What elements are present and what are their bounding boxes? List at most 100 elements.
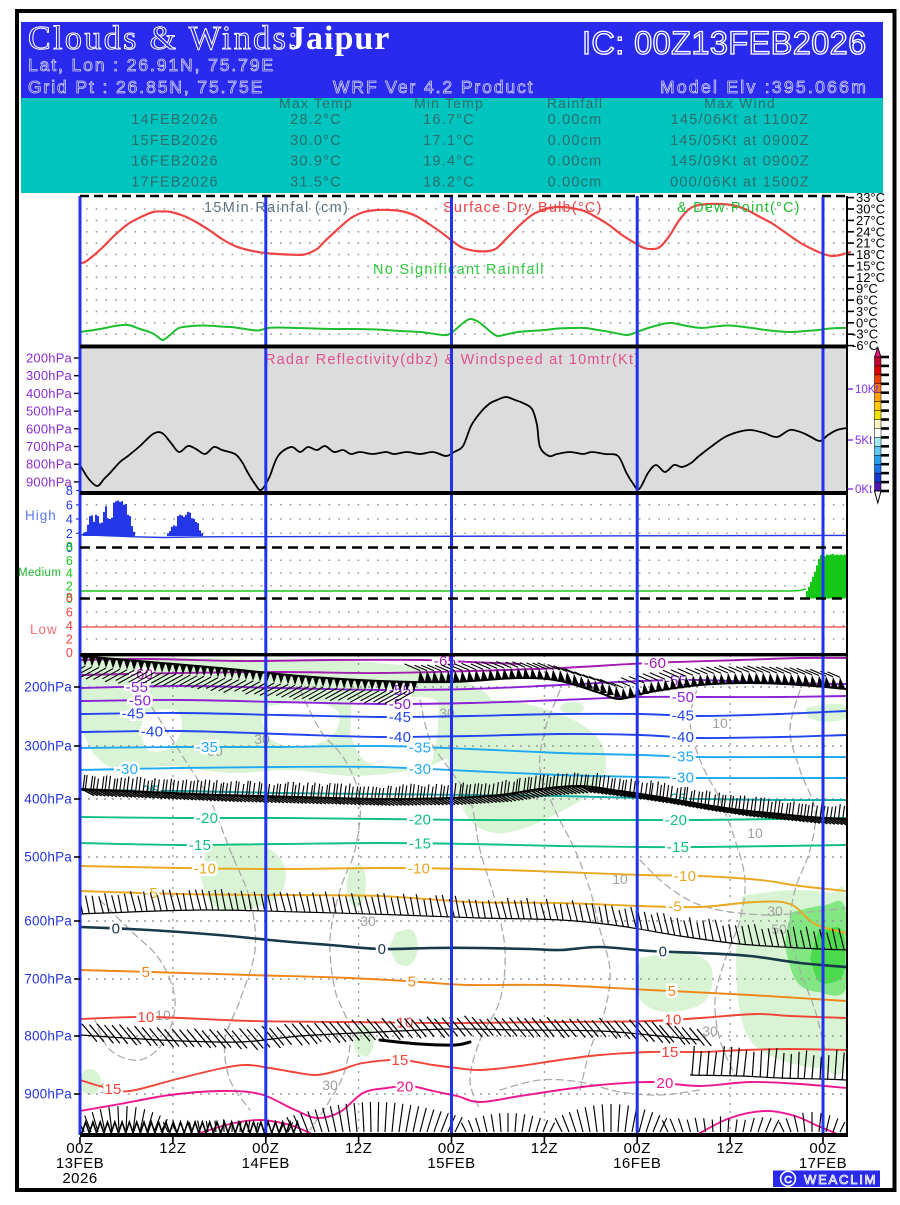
svg-text:17.1°C: 17.1°C <box>423 133 475 149</box>
svg-text:2: 2 <box>66 527 74 541</box>
svg-text:Max Temp: Max Temp <box>279 95 353 111</box>
svg-text:12Z: 12Z <box>716 1140 743 1157</box>
svg-text:10: 10 <box>664 1012 681 1029</box>
svg-text:Max Wind: Max Wind <box>704 95 776 111</box>
svg-text:400hPa: 400hPa <box>26 386 73 401</box>
svg-text:600hPa: 600hPa <box>26 421 73 436</box>
svg-text:200hPa: 200hPa <box>24 680 72 695</box>
svg-text:IC: 00Z13FEB2026: IC: 00Z13FEB2026 <box>582 25 867 61</box>
svg-text:400hPa: 400hPa <box>24 792 72 807</box>
svg-text:0: 0 <box>66 646 74 660</box>
svg-text:-40: -40 <box>672 729 695 746</box>
svg-text:Jaipur: Jaipur <box>288 20 390 57</box>
svg-text:200hPa: 200hPa <box>26 351 73 366</box>
svg-text:Low: Low <box>30 622 58 637</box>
svg-text:30.9°C: 30.9°C <box>290 154 342 170</box>
svg-text:-20: -20 <box>665 812 688 829</box>
svg-text:5Kt: 5Kt <box>855 435 873 447</box>
svg-text:15: 15 <box>661 1044 678 1061</box>
svg-text:Rainfall: Rainfall <box>547 95 603 111</box>
svg-text:5: 5 <box>668 983 677 1000</box>
svg-text:5: 5 <box>142 964 151 981</box>
svg-text:700hPa: 700hPa <box>24 972 72 987</box>
svg-text:Model Elv :395.066m: Model Elv :395.066m <box>660 77 868 97</box>
svg-text:0.00cm: 0.00cm <box>548 133 603 149</box>
svg-text:High: High <box>25 508 57 523</box>
svg-text:C: C <box>784 1174 792 1186</box>
svg-text:2: 2 <box>66 633 74 647</box>
svg-text:-10: -10 <box>408 860 431 877</box>
svg-text:145/09Kt at 0900Z: 145/09Kt at 0900Z <box>670 154 810 170</box>
svg-text:000/06Kt at 1500Z: 000/06Kt at 1500Z <box>670 174 810 190</box>
svg-text:33°C: 33°C <box>856 190 885 205</box>
svg-text:WEACLIM: WEACLIM <box>804 1172 877 1187</box>
svg-text:31.5°C: 31.5°C <box>290 174 342 190</box>
svg-text:15: 15 <box>104 1081 121 1098</box>
svg-text:20: 20 <box>396 1078 413 1095</box>
svg-text:15FEB: 15FEB <box>427 1155 475 1172</box>
svg-text:30: 30 <box>702 1023 718 1039</box>
svg-text:19.4°C: 19.4°C <box>423 154 475 170</box>
svg-text:-35: -35 <box>672 748 695 765</box>
svg-text:800hPa: 800hPa <box>26 457 73 472</box>
svg-text:600hPa: 600hPa <box>24 914 72 929</box>
svg-text:17FEB: 17FEB <box>799 1155 847 1172</box>
svg-text:-50: -50 <box>672 689 695 706</box>
svg-text:14FEB: 14FEB <box>242 1155 290 1172</box>
svg-text:15FEB2026: 15FEB2026 <box>131 133 218 149</box>
svg-text:-30: -30 <box>672 770 695 787</box>
svg-text:16FEB: 16FEB <box>613 1155 661 1172</box>
svg-text:18.2°C: 18.2°C <box>423 174 475 190</box>
svg-text:Lat, Lon : 26.91N, 75.79E: Lat, Lon : 26.91N, 75.79E <box>28 55 275 75</box>
svg-text:10Kt: 10Kt <box>855 384 879 396</box>
svg-text:0.00cm: 0.00cm <box>548 112 603 128</box>
svg-text:30: 30 <box>767 903 783 919</box>
svg-text:-20: -20 <box>409 811 432 828</box>
svg-text:50: 50 <box>771 921 787 937</box>
svg-text:12Z: 12Z <box>345 1140 372 1157</box>
svg-text:12Z: 12Z <box>531 1140 558 1157</box>
svg-text:8: 8 <box>66 540 74 554</box>
svg-text:8: 8 <box>66 591 74 605</box>
svg-text:-45: -45 <box>389 709 412 726</box>
svg-text:0: 0 <box>378 941 387 958</box>
svg-text:6: 6 <box>66 498 74 512</box>
svg-text:-35: -35 <box>196 739 219 756</box>
svg-text:16.7°C: 16.7°C <box>423 112 475 128</box>
svg-text:-20: -20 <box>196 810 219 827</box>
svg-text:10: 10 <box>712 715 728 731</box>
svg-text:-15: -15 <box>409 835 432 852</box>
svg-text:700hPa: 700hPa <box>26 439 73 454</box>
svg-text:12Z: 12Z <box>159 1140 186 1157</box>
svg-text:-30: -30 <box>409 761 432 778</box>
svg-text:800hPa: 800hPa <box>24 1029 72 1044</box>
svg-text:30: 30 <box>360 913 376 929</box>
svg-text:28.2°C: 28.2°C <box>290 112 342 128</box>
svg-text:-5: -5 <box>668 899 682 916</box>
svg-text:Min Temp: Min Temp <box>414 95 484 111</box>
svg-text:17FEB2026: 17FEB2026 <box>131 174 218 190</box>
svg-text:300hPa: 300hPa <box>24 739 72 754</box>
svg-text:0.00cm: 0.00cm <box>548 154 603 170</box>
svg-text:20: 20 <box>656 1075 673 1092</box>
svg-text:-10: -10 <box>674 868 697 885</box>
svg-text:4: 4 <box>66 513 74 527</box>
svg-text:-35: -35 <box>409 739 432 756</box>
svg-text:900hPa: 900hPa <box>24 1087 72 1102</box>
svg-text:& Dew Point(°C): & Dew Point(°C) <box>677 200 801 216</box>
svg-text:4: 4 <box>66 619 74 633</box>
svg-text:-15: -15 <box>667 839 690 856</box>
svg-text:0.00cm: 0.00cm <box>548 174 603 190</box>
svg-text:0Kt: 0Kt <box>855 484 873 496</box>
svg-text:500hPa: 500hPa <box>26 404 73 419</box>
svg-text:500hPa: 500hPa <box>24 850 72 865</box>
svg-text:-30: -30 <box>116 761 139 778</box>
svg-text:Clouds & Winds:: Clouds & Winds: <box>28 20 300 57</box>
svg-text:2026: 2026 <box>62 1170 97 1187</box>
svg-text:10: 10 <box>747 825 763 841</box>
svg-text:10: 10 <box>155 1007 171 1023</box>
svg-text:-45: -45 <box>122 705 145 722</box>
svg-text:6: 6 <box>66 606 74 620</box>
svg-text:10: 10 <box>137 1009 154 1026</box>
svg-text:15: 15 <box>391 1052 408 1069</box>
